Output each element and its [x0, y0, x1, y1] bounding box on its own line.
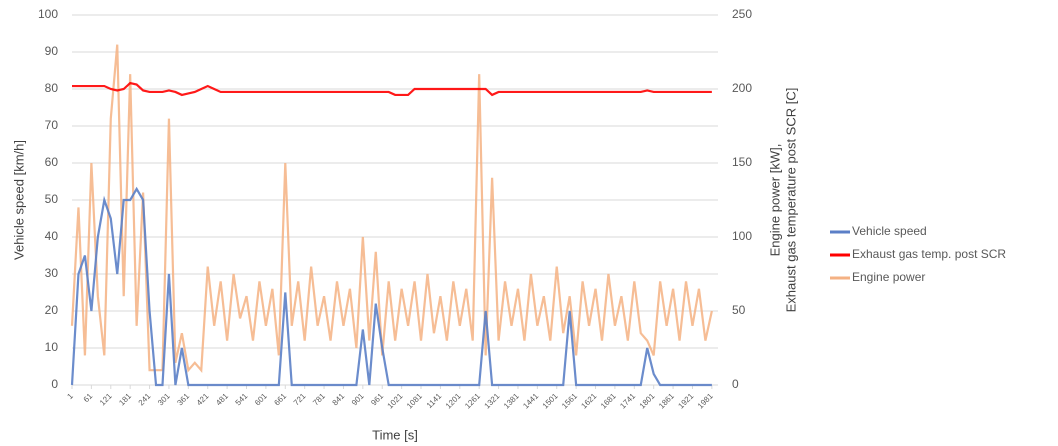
x-tick-label: 1201: [444, 391, 463, 410]
x-tick-label: 181: [117, 391, 133, 407]
x-tick-label: 661: [272, 391, 288, 407]
legend-label: Engine power: [852, 270, 925, 284]
x-tick-label: 1381: [502, 391, 521, 410]
x-tick-label: 541: [234, 391, 250, 407]
line-series: [72, 81, 712, 97]
y-tick-label: 70: [45, 118, 59, 132]
x-tick-label: 841: [331, 391, 347, 407]
y2-tick-label: 200: [732, 81, 752, 95]
x-tick-label: 721: [292, 391, 308, 407]
x-tick-label: 1441: [521, 391, 540, 410]
x-axis-label: Time [s]: [372, 427, 418, 442]
x-tick-label: 1741: [618, 391, 637, 410]
y2-tick-label: 50: [732, 303, 746, 317]
y2-tick-label: 0: [732, 377, 739, 391]
y-tick-label: 0: [51, 377, 58, 391]
x-tick-label: 1081: [405, 391, 424, 410]
y-tick-label: 60: [45, 155, 59, 169]
x-tick-label: 61: [82, 391, 95, 404]
x-tick-label: 601: [253, 391, 269, 407]
x-tick-label: 301: [156, 391, 172, 407]
x-tick-label: 1861: [657, 391, 676, 410]
x-tick-label: 901: [350, 391, 366, 407]
x-tick-label: 241: [137, 391, 153, 407]
y2-axis-label: Engine power [kW],: [767, 144, 782, 257]
x-tick-label: 1561: [560, 391, 579, 410]
y-tick-label: 20: [45, 303, 59, 317]
x-tick-label: 1021: [386, 391, 405, 410]
x-tick-label: 481: [214, 391, 230, 407]
x-tick-label: 781: [311, 391, 327, 407]
x-tick-label: 1801: [638, 391, 657, 410]
x-tick-label: 1981: [696, 391, 715, 410]
x-tick-label: 1681: [599, 391, 618, 410]
y-tick-label: 10: [45, 340, 59, 354]
y2-tick-label: 150: [732, 155, 752, 169]
y-tick-label: 50: [45, 192, 59, 206]
x-tick-label: 1501: [541, 391, 560, 410]
x-tick-label: 1: [65, 391, 75, 401]
x-tick-label: 1921: [676, 391, 695, 410]
y2-tick-label: 100: [732, 229, 752, 243]
x-tick-label: 421: [195, 391, 211, 407]
y-tick-label: 100: [38, 7, 58, 21]
line-series: [70, 186, 712, 387]
x-tick-label: 1141: [425, 391, 444, 410]
legend-label: Vehicle speed: [852, 224, 927, 238]
y2-axis-label: Exhaust gas temperature post SCR [C]: [783, 88, 798, 313]
x-tick-label: 1621: [579, 391, 598, 410]
y-tick-label: 90: [45, 44, 59, 58]
y-tick-label: 30: [45, 266, 59, 280]
legend-label: Exhaust gas temp. post SCR: [852, 247, 1006, 261]
x-tick-label: 961: [369, 391, 385, 407]
y-axis-label: Vehicle speed [km/h]: [11, 140, 26, 260]
x-tick-label: 1321: [483, 391, 502, 410]
y2-tick-label: 250: [732, 7, 752, 21]
line-series: [70, 44, 713, 373]
x-tick-label: 121: [98, 391, 114, 407]
y-tick-label: 40: [45, 229, 59, 243]
x-tick-label: 1261: [463, 391, 482, 410]
x-tick-label: 361: [175, 391, 191, 407]
y-tick-label: 80: [45, 81, 59, 95]
